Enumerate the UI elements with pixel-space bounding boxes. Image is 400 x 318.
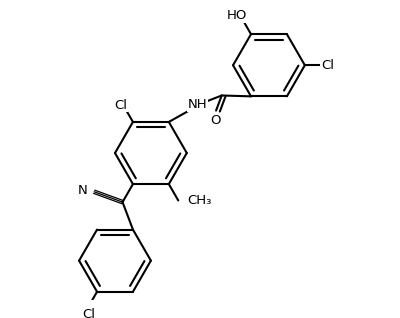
Text: HO: HO — [227, 9, 247, 22]
Text: Cl: Cl — [321, 59, 334, 72]
Text: O: O — [210, 114, 220, 127]
Text: N: N — [78, 184, 88, 197]
Text: CH₃: CH₃ — [188, 194, 212, 207]
Text: Cl: Cl — [114, 99, 127, 112]
Text: Cl: Cl — [82, 308, 95, 318]
Text: NH: NH — [187, 99, 207, 111]
